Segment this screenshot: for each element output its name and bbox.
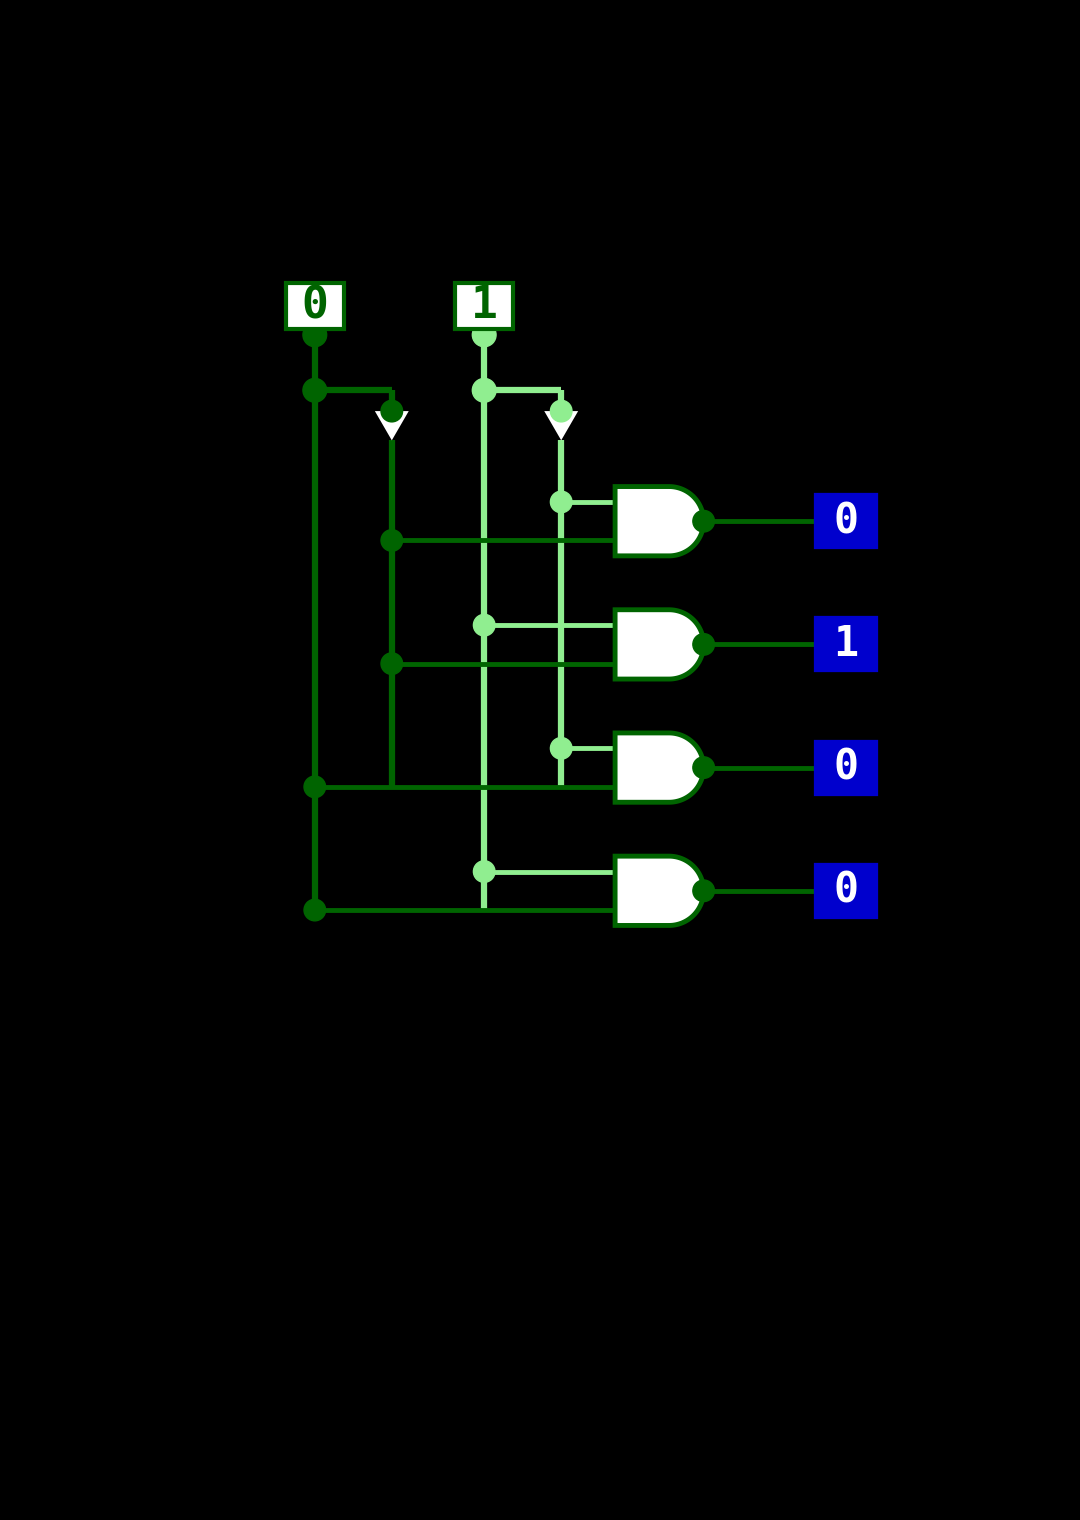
Polygon shape — [616, 610, 704, 679]
Circle shape — [472, 378, 496, 403]
FancyBboxPatch shape — [456, 283, 513, 328]
Circle shape — [381, 529, 403, 552]
Text: 0: 0 — [301, 284, 328, 327]
Circle shape — [551, 737, 572, 758]
FancyBboxPatch shape — [818, 743, 875, 792]
Circle shape — [381, 400, 403, 423]
FancyBboxPatch shape — [818, 866, 875, 917]
Circle shape — [382, 401, 402, 421]
Circle shape — [473, 860, 495, 882]
Circle shape — [303, 900, 325, 921]
Text: 1: 1 — [471, 284, 498, 327]
FancyBboxPatch shape — [286, 283, 343, 328]
Circle shape — [303, 777, 325, 798]
Text: 0: 0 — [834, 500, 859, 543]
Circle shape — [693, 634, 715, 655]
Text: 0: 0 — [834, 869, 859, 912]
FancyBboxPatch shape — [818, 496, 875, 546]
Text: 1: 1 — [834, 623, 859, 666]
Circle shape — [473, 614, 495, 635]
Circle shape — [693, 757, 715, 778]
Circle shape — [381, 654, 403, 675]
Circle shape — [693, 511, 715, 532]
Circle shape — [551, 491, 572, 512]
Circle shape — [551, 400, 572, 423]
Circle shape — [552, 401, 571, 421]
Text: 0: 0 — [834, 746, 859, 789]
Circle shape — [303, 378, 326, 403]
Circle shape — [303, 324, 326, 347]
Polygon shape — [616, 733, 704, 803]
Polygon shape — [375, 410, 408, 441]
Circle shape — [472, 324, 496, 347]
Polygon shape — [544, 410, 578, 441]
Circle shape — [693, 880, 715, 901]
Polygon shape — [616, 856, 704, 926]
Polygon shape — [616, 486, 704, 556]
FancyBboxPatch shape — [818, 619, 875, 669]
